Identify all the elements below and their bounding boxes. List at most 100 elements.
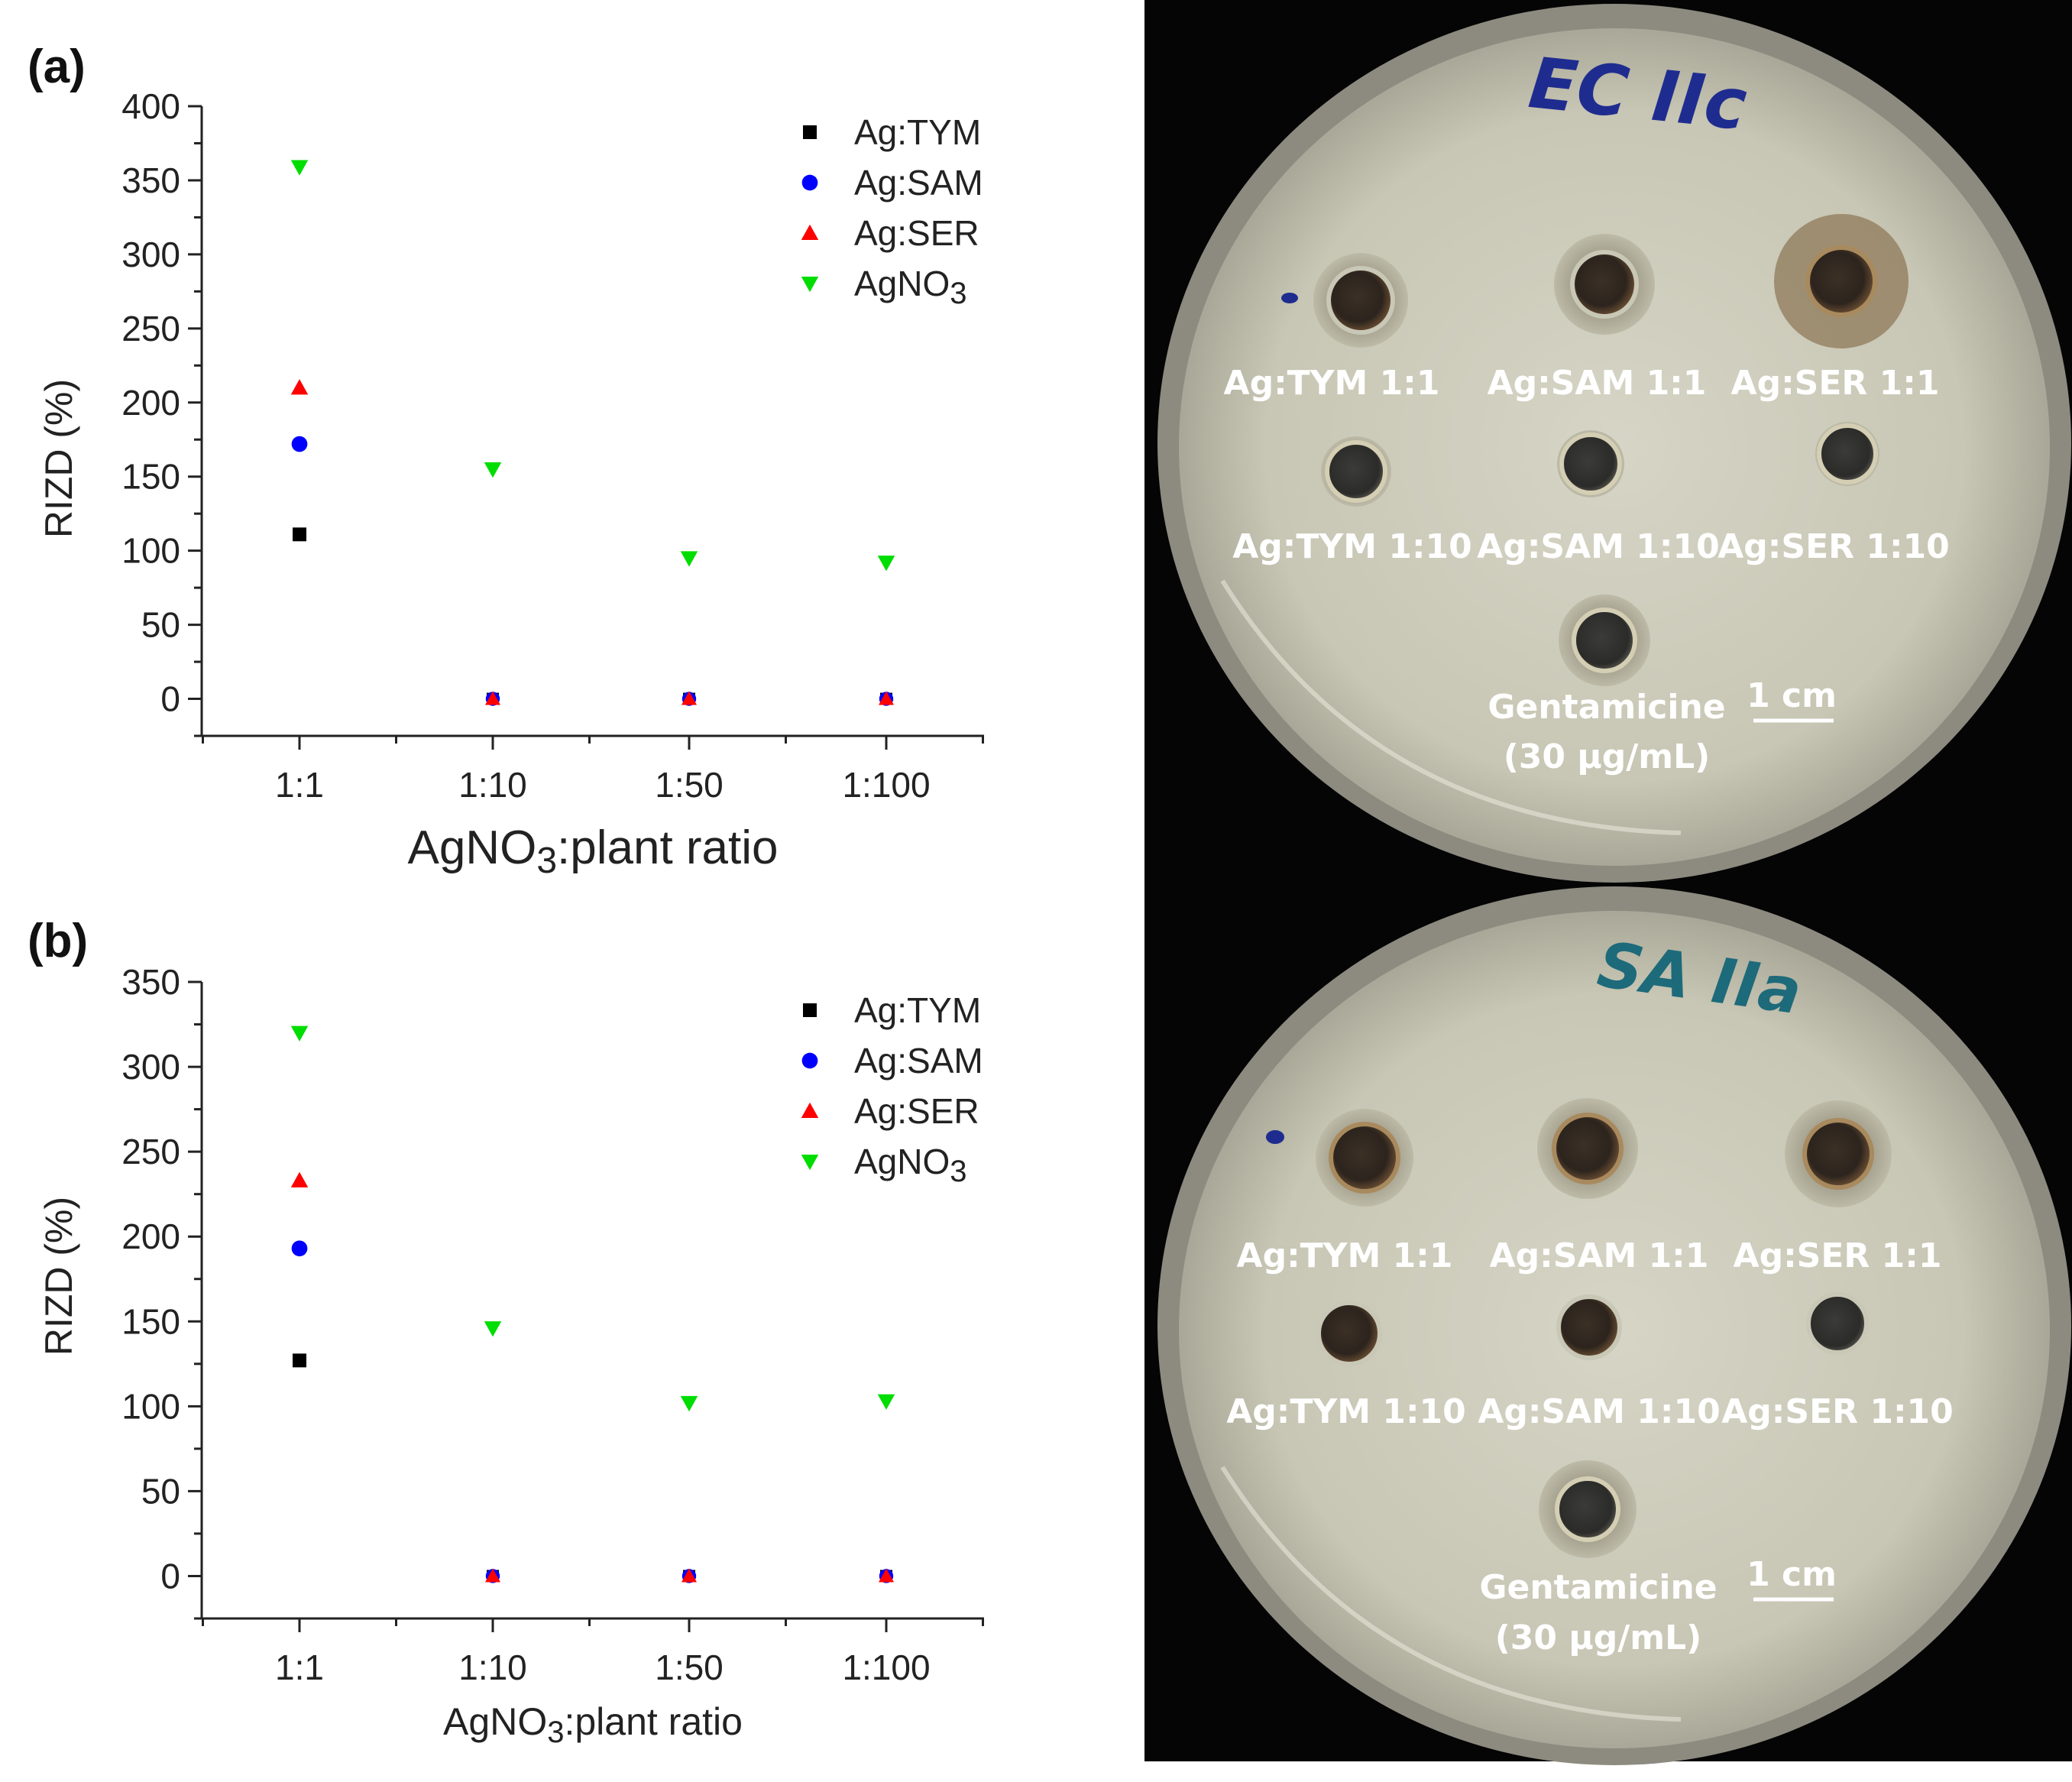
data-points: [290, 160, 895, 706]
dish-reflection: [1220, 1466, 1682, 1722]
y-ticks: 0 50 100 150 200 250 300 350: [121, 962, 202, 1620]
legend-label: AgNO3: [854, 1142, 967, 1188]
label-ag-ser-1-10: Ag:SER 1:10: [1717, 527, 1950, 566]
x-tick-label: 1:100: [842, 1648, 930, 1687]
scale-bar-label: 1 cm: [1747, 1555, 1837, 1594]
label-ag-tym-1-1: Ag:TYM 1:1: [1237, 1236, 1453, 1275]
data-point-ag-sam: [291, 1240, 308, 1257]
legend-label: Ag:SER: [854, 1091, 979, 1131]
y-tick-label: 50: [141, 605, 180, 645]
well: [1552, 1113, 1624, 1184]
y-tick-label: 150: [121, 457, 180, 497]
data-point-ag-tym: [293, 527, 306, 542]
well: [1802, 1118, 1874, 1190]
data-point-agno3: [877, 556, 895, 572]
legend: Ag:TYM Ag:SAM Ag:SER AgNO3: [801, 990, 983, 1188]
legend-marker: [801, 277, 819, 293]
x-tick-label: 1:50: [655, 1648, 724, 1687]
x-ticks: 1:1 1:10 1:50 1:100: [202, 1618, 984, 1687]
x-ticks: 1:1 1:10 1:50 1:100: [202, 736, 984, 805]
y-tick-label: 300: [121, 1047, 180, 1087]
label-ag-tym-1-1: Ag:TYM 1:1: [1224, 364, 1440, 403]
data-point-ag-ser: [290, 379, 309, 395]
legend-label: Ag:TYM: [854, 990, 981, 1030]
legend-marker: [803, 1003, 817, 1017]
well: [1326, 266, 1395, 335]
label-concentration: (30 µg/mL): [1495, 1618, 1702, 1657]
well: [1572, 608, 1637, 673]
panel-label-a: (a): [28, 40, 86, 93]
label-ag-sam-1-1: Ag:SAM 1:1: [1488, 364, 1707, 403]
x-tick-label: 1:10: [458, 1648, 527, 1687]
scale-bar-label: 1 cm: [1747, 676, 1837, 715]
legend-label: Ag:SAM: [854, 1041, 983, 1081]
label-concentration: (30 µg/mL): [1504, 737, 1711, 776]
legend-marker: [801, 1052, 818, 1069]
y-tick-label: 250: [121, 1132, 180, 1171]
label-ag-tym-1-10: Ag:TYM 1:10: [1226, 1392, 1466, 1431]
legend-marker: [801, 224, 819, 240]
y-axis-title: RIZD (%): [37, 1197, 80, 1356]
label-ag-sam-1-10: Ag:SAM 1:10: [1478, 1392, 1720, 1431]
legend-label: Ag:SAM: [854, 163, 983, 202]
data-point-agno3: [484, 1321, 502, 1337]
well: [1325, 440, 1387, 503]
data-point-ag-ser: [879, 691, 894, 705]
y-tick-label: 100: [121, 531, 180, 571]
y-tick-label: 200: [121, 383, 180, 423]
legend-label: AgNO3: [854, 264, 967, 310]
legend-marker: [801, 174, 818, 191]
y-tick-label: 300: [121, 235, 180, 274]
legend-label: Ag:SER: [854, 213, 979, 253]
data-point-agno3: [680, 1395, 698, 1412]
y-tick-label: 200: [121, 1217, 180, 1256]
data-point-ag-sam: [291, 436, 308, 452]
y-tick-label: 50: [141, 1471, 180, 1511]
y-axis-title: RIZD (%): [37, 379, 80, 538]
y-tick-label: 350: [121, 962, 180, 1002]
x-tick-label: 1:10: [458, 765, 527, 805]
label-ag-ser-1-1: Ag:SER 1:1: [1731, 364, 1940, 403]
legend-label: Ag:TYM: [854, 112, 981, 152]
well: [1817, 423, 1878, 484]
data-point-ag-ser: [290, 1171, 309, 1187]
legend-marker: [801, 1102, 819, 1118]
data-point-ag-ser: [681, 1568, 697, 1583]
y-tick-label: 250: [121, 309, 180, 348]
well: [1555, 1476, 1620, 1542]
label-ag-sam-1-10: Ag:SAM 1:10: [1477, 527, 1719, 566]
label-gentamicine: Gentamicine: [1488, 688, 1725, 727]
y-tick-label: 150: [121, 1301, 180, 1341]
data-point-ag-ser: [485, 691, 500, 705]
petri-dish-photo-top: EC IIc Ag:TYM 1:1 Ag:SAM 1:1 Ag:SER 1:1 …: [1144, 0, 2072, 890]
label-gentamicine: Gentamicine: [1479, 1568, 1717, 1607]
well: [1316, 1301, 1382, 1366]
well: [1806, 1292, 1869, 1355]
legend: Ag:TYM Ag:SAM Ag:SER AgNO3: [801, 112, 983, 310]
data-point-ag-tym: [293, 1353, 306, 1368]
data-point-agno3: [680, 551, 698, 567]
data-point-ag-ser: [485, 1568, 500, 1583]
y-tick-label: 350: [121, 160, 180, 200]
petri-dish-photo-bottom: SA IIa Ag:TYM 1:1 Ag:SAM 1:1 Ag:SER 1:1 …: [1144, 886, 2072, 1765]
well: [1805, 245, 1877, 317]
x-tick-label: 1:50: [655, 765, 724, 805]
marker-dot: [1266, 1130, 1284, 1144]
x-tick-label: 1:1: [275, 765, 324, 805]
data-point-ag-ser: [681, 691, 697, 705]
y-tick-label: 400: [121, 86, 180, 126]
y-ticks: 0 50 100 150 200 250 300 350 400: [121, 86, 202, 737]
label-ag-ser-1-1: Ag:SER 1:1: [1734, 1236, 1942, 1275]
panel-label-b: (b): [28, 915, 88, 967]
y-tick-label: 0: [160, 1556, 180, 1596]
legend-marker: [801, 1155, 819, 1171]
data-points: [290, 1025, 895, 1583]
well: [1570, 250, 1639, 319]
chart-a: (a) 0 50 100 150 200 250 300 350 400 1:1 1:10 1:50…: [28, 40, 984, 881]
x-axis-title: AgNO3:plant ratio: [407, 821, 778, 881]
label-ag-ser-1-10: Ag:SER 1:10: [1721, 1392, 1954, 1431]
y-tick-label: 100: [121, 1386, 180, 1426]
marker-dot: [1281, 293, 1298, 303]
